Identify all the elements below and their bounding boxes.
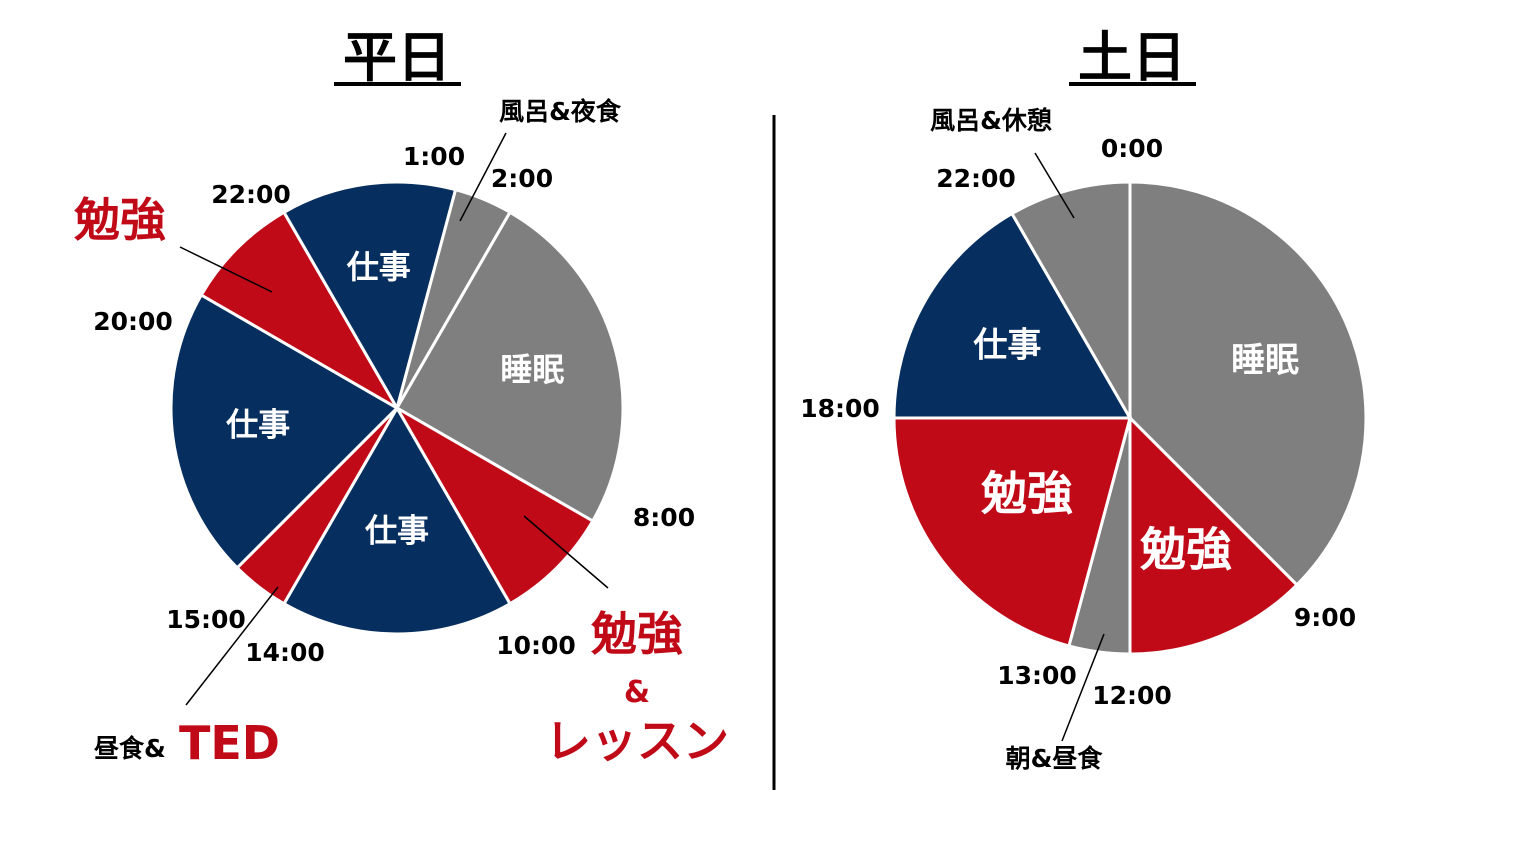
time-label-9-00: 9:00	[1294, 603, 1356, 632]
time-label-22-00: 22:00	[211, 180, 291, 209]
pie-slice-label: 睡眠	[1231, 341, 1299, 381]
pie-slice-label: 勉強	[981, 467, 1073, 521]
pie-slice	[394, 210, 625, 524]
time-label-2-00: 2:00	[491, 164, 553, 193]
callout-lunch-ted-small: 昼食&	[94, 734, 166, 763]
weekend-title: 土日	[1078, 26, 1186, 89]
leader-bath-rest	[1034, 152, 1075, 219]
pie-slice	[1128, 414, 1300, 656]
weekday-title: 平日	[343, 26, 451, 89]
time-label-10-00: 10:00	[496, 631, 576, 660]
pie-slice-label: 睡眠	[500, 351, 564, 389]
pie-slice-label: 勉強	[1140, 523, 1232, 577]
leader-bath-snack	[459, 132, 507, 222]
time-label-1-00: 1:00	[403, 142, 465, 171]
leader-breakfast-lunch	[1061, 633, 1105, 742]
pie-slice	[1009, 180, 1132, 424]
pie-slice-label: 仕事	[347, 248, 411, 286]
time-label-20-00: 20:00	[93, 307, 173, 336]
callout-breakfast-lunch: 朝&昼食	[1006, 744, 1104, 773]
time-label-12-00: 12:00	[1092, 681, 1172, 710]
pie-slice	[1128, 180, 1368, 587]
callout-study-weekday-night: 勉強	[74, 193, 166, 247]
callout-study-lesson-line3: レッスン	[545, 714, 729, 768]
leader-study-weekday-night	[179, 246, 273, 293]
callout-study-lesson: 勉強 & レッスン	[545, 607, 729, 768]
time-label-8-00: 8:00	[633, 503, 695, 532]
pie-slice-label: 仕事	[973, 326, 1041, 366]
pie-slice	[169, 292, 400, 570]
time-label-22-00-weekend: 22:00	[936, 164, 1016, 193]
time-label-13-00: 13:00	[997, 661, 1077, 690]
pie-slice	[892, 211, 1133, 420]
pie-slice	[892, 416, 1132, 648]
callout-lunch-ted-large: TED	[179, 716, 280, 770]
pie-slice	[199, 210, 402, 413]
pie-slice-label: 仕事	[365, 511, 429, 549]
time-label-15-00: 15:00	[166, 605, 246, 634]
pie-slice	[281, 404, 513, 636]
leader-lunch-ted	[185, 586, 279, 706]
callout-study-lesson-line1: 勉強	[591, 607, 683, 661]
pie-slice	[392, 403, 595, 606]
callout-lunch-ted: 昼食& TED	[94, 716, 280, 770]
leader-study-lesson	[523, 515, 609, 589]
pie-slice-label: 仕事	[226, 405, 290, 443]
callout-bath-snack: 風呂&夜食	[499, 97, 622, 126]
time-label-0-00: 0:00	[1101, 134, 1163, 163]
time-label-14-00: 14:00	[245, 638, 325, 667]
pie-slice	[281, 180, 458, 412]
time-label-18-00: 18:00	[800, 394, 880, 423]
callout-bath-rest: 風呂&休憩	[930, 106, 1052, 135]
callout-study-lesson-line2: &	[624, 675, 650, 710]
